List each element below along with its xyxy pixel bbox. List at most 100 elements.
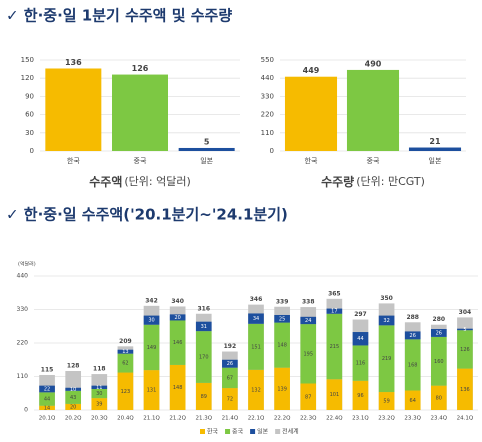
segment-label: 30 — [96, 391, 102, 397]
x-tick-label: 22.4Q — [326, 416, 343, 422]
total-label: 297 — [354, 311, 367, 318]
caption-title: 수주액 — [89, 175, 122, 189]
segment-label: 26 — [436, 330, 442, 336]
y-tick-label: 0 — [30, 147, 34, 155]
x-tick-label: 22.2Q — [274, 416, 291, 422]
segment-label: 30 — [148, 318, 154, 324]
bar-segment — [430, 385, 447, 410]
bar-segment — [457, 328, 473, 331]
bar — [112, 74, 168, 151]
x-tick-label: 일본 — [429, 156, 442, 165]
total-label: 346 — [250, 296, 263, 303]
segment-label: 20 — [174, 315, 180, 321]
segment-label: 89 — [201, 394, 207, 400]
segment-label: 80 — [436, 395, 442, 401]
x-tick-label: 22.1Q — [248, 416, 265, 422]
segment-label: 123 — [121, 389, 131, 395]
segment-label: 17 — [331, 309, 337, 315]
bar-segment — [248, 323, 264, 370]
value-label: 449 — [303, 66, 320, 75]
total-label: 118 — [93, 366, 106, 373]
total-label: 365 — [328, 290, 341, 297]
total-label: 128 — [67, 363, 80, 370]
bar-segment — [274, 314, 290, 323]
bar-segment — [143, 370, 160, 410]
x-tick-label: 23.3Q — [404, 416, 421, 422]
y-tick-label: 0 — [24, 407, 28, 414]
segment-label: 64 — [410, 398, 416, 404]
bar-segment — [222, 367, 238, 389]
bar-segment — [169, 320, 186, 365]
segment-label: 96 — [357, 393, 363, 399]
bar-segment — [404, 390, 421, 410]
value-label: 126 — [132, 64, 149, 73]
bar-segment — [430, 328, 447, 337]
segment-label: 101 — [330, 392, 340, 398]
bar-segment — [352, 332, 369, 346]
bar-segment — [143, 324, 160, 371]
total-label: 340 — [171, 298, 184, 305]
x-tick-label: 중국 — [367, 157, 380, 165]
y-tick-label: 60 — [25, 111, 34, 119]
total-label: 350 — [380, 295, 393, 302]
segment-label: 67 — [227, 375, 233, 381]
bar-segment — [457, 368, 473, 410]
segment-label: 11 — [96, 385, 102, 391]
y-tick-label: 110 — [261, 129, 274, 137]
x-tick-label: 23.1Q — [352, 416, 369, 422]
heading: ✓ 한·중·일 1분기 수주액 및 수주량 — [6, 7, 232, 25]
total-label: 304 — [459, 309, 472, 316]
legend-swatch — [200, 429, 205, 434]
total-label: 339 — [276, 298, 289, 305]
bar-segment — [117, 353, 134, 373]
bar-segment — [169, 364, 186, 410]
bar-segment — [222, 359, 238, 368]
value-label: 21 — [429, 137, 441, 146]
legend-swatch — [250, 429, 256, 434]
x-tick-label: 22.3Q — [300, 416, 317, 422]
bar — [178, 147, 235, 151]
x-tick-label: 중국 — [134, 157, 147, 165]
bar-segment — [378, 392, 395, 410]
legend-swatch — [225, 429, 231, 434]
segment-label: 132 — [251, 387, 261, 393]
total-label: 115 — [41, 366, 54, 373]
segment-label: 148 — [277, 343, 287, 349]
segment-label: 148 — [173, 385, 183, 391]
bar-segment — [378, 315, 395, 326]
legend-label: 한국 — [207, 429, 219, 436]
bar-segment — [91, 398, 108, 410]
legend-label: 중국 — [232, 429, 244, 436]
segment-label: 59 — [383, 399, 389, 405]
segment-label: 10 — [70, 387, 76, 393]
segment-label: 116 — [356, 361, 366, 367]
bar-segment — [326, 313, 343, 380]
total-label: 288 — [406, 314, 419, 321]
y-tick-label: 220 — [261, 111, 274, 119]
segment-label: 87 — [305, 394, 311, 400]
x-tick-label: 20.3Q — [91, 416, 108, 422]
y-tick-label: 150 — [21, 56, 34, 64]
bar-segment — [39, 385, 55, 393]
x-tick-label: 23.2Q — [378, 416, 395, 422]
segment-label: 5 — [463, 327, 466, 333]
bar-segment — [195, 321, 212, 332]
y-tick-label: 120 — [21, 74, 34, 82]
bar-segment — [248, 369, 264, 410]
bar-segment — [404, 331, 421, 340]
total-label: 280 — [433, 316, 446, 323]
total-label: 338 — [302, 299, 315, 306]
bar-segment — [300, 316, 317, 325]
value-label: 5 — [204, 137, 210, 146]
bar-segment — [222, 388, 238, 410]
legend-swatch — [275, 429, 281, 434]
y-tick-label: 440 — [261, 74, 274, 82]
total-label: 192 — [224, 343, 237, 350]
bar-segment — [274, 322, 290, 368]
segment-label: 219 — [382, 356, 392, 362]
segment-label: 24 — [305, 318, 311, 324]
heading: ✓ 한·중·일 수주액('20.1분기~'24.1분기) — [6, 206, 288, 224]
bar-segment — [39, 405, 55, 410]
segment-label: 34 — [253, 316, 259, 322]
